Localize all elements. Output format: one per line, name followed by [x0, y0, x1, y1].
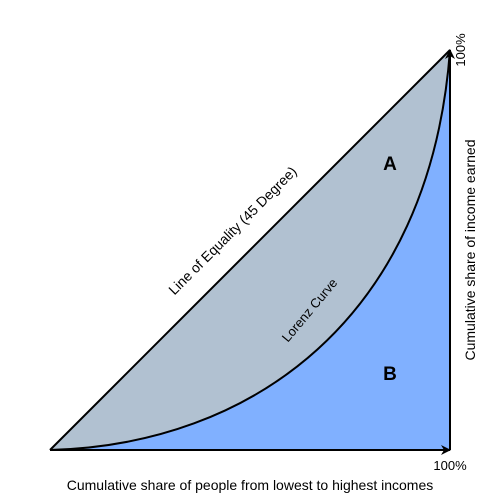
y-end-label: 100% [453, 33, 468, 67]
area-b [50, 50, 450, 450]
area-a-label: A [383, 154, 397, 175]
equality-line [49, 49, 451, 451]
area-b-label: B [383, 364, 397, 385]
x-end-label: 100% [433, 458, 467, 473]
y-axis-label: Cumulative share of income earned [462, 139, 478, 360]
x-axis-label: Cumulative share of people from lowest t… [67, 477, 434, 493]
lorenz-curve [49, 49, 451, 451]
